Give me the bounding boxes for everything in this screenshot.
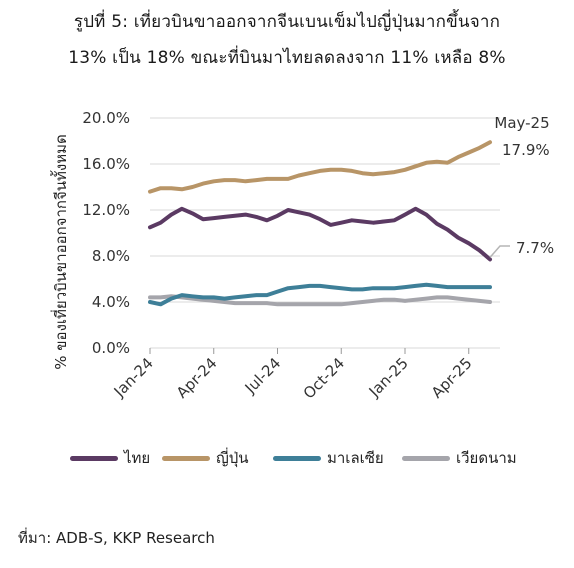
chart-title-line-2: 13% เป็น 18% ขณะที่บินมาไทยลดลงจาก 11% เ…	[68, 48, 506, 68]
x-tick-label: Jan-24	[110, 354, 157, 401]
y-tick-label: 12.0%	[82, 201, 130, 219]
legend-label: เวียดนาม	[456, 449, 517, 467]
annotation-date: May-25	[494, 114, 549, 132]
annotation-thailand-value: 7.7%	[516, 239, 554, 257]
x-tick-label: Oct-24	[300, 354, 348, 402]
series-line-1	[148, 140, 492, 194]
legend-item: มาเลเซีย	[273, 446, 384, 470]
legend-label: ไทย	[124, 449, 151, 467]
legend-swatch	[402, 455, 450, 461]
y-tick-label: 20.0%	[82, 109, 130, 127]
y-axis-label: % ของเที่ยวบินขาออกจากจีนทั้งหมด	[50, 134, 70, 369]
legend-swatch	[162, 455, 210, 461]
legend-swatch	[70, 455, 118, 461]
legend-swatch	[273, 455, 321, 461]
legend-item: เวียดนาม	[402, 446, 517, 470]
annotation-leader	[489, 245, 510, 258]
series-line-2	[148, 282, 492, 307]
x-tick-label: Apr-25	[428, 354, 476, 402]
legend-label: มาเลเซีย	[327, 449, 384, 467]
y-tick-label: 0.0%	[92, 339, 130, 357]
series-line-0	[148, 206, 492, 262]
legend-item: ญี่ปุ่น	[162, 446, 249, 470]
source-note: ที่มา: ADB-S, KKP Research	[18, 529, 215, 547]
legend-item: ไทย	[70, 446, 150, 470]
series-line-3	[148, 294, 492, 307]
chart-legend: ไทย ญี่ปุ่น มาเลเซีย เวียดนาม	[0, 446, 574, 472]
x-tick-label: Jul-24	[241, 354, 285, 398]
x-tick-label: Jan-25	[365, 354, 412, 401]
y-tick-label: 8.0%	[92, 247, 130, 265]
y-tick-label: 16.0%	[82, 155, 130, 173]
annotation-japan-value: 17.9%	[502, 141, 550, 159]
x-tick-label: Apr-24	[173, 354, 221, 402]
y-tick-label: 4.0%	[92, 293, 130, 311]
chart-title-line-1: รูปที่ 5: เที่ยวบินขาออกจากจีนเบนเข็มไปญ…	[73, 12, 501, 32]
legend-label: ญี่ปุ่น	[216, 449, 249, 467]
